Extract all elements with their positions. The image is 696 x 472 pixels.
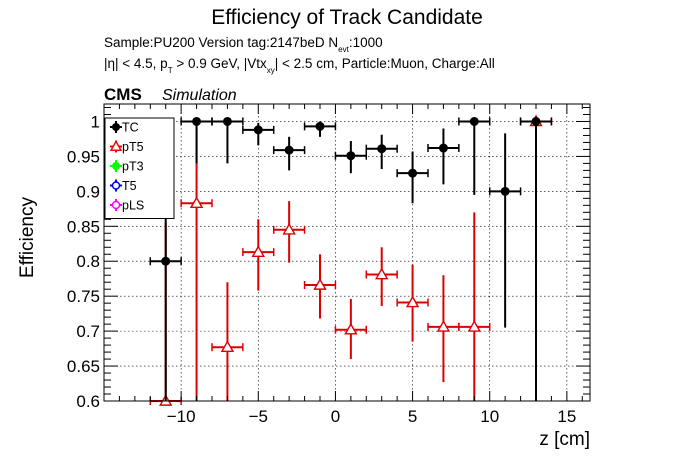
plot-frame xyxy=(103,103,591,402)
x-tick-label: 5 xyxy=(408,407,417,426)
legend-t5-label: T5 xyxy=(122,179,137,193)
tc-marker xyxy=(222,116,232,126)
tc-marker xyxy=(192,116,202,126)
pt5-marker xyxy=(251,245,265,257)
x-axis-label: z [cm] xyxy=(539,429,590,450)
tc-marker xyxy=(284,145,294,155)
tc-data-point xyxy=(365,134,398,169)
tc-data-point xyxy=(211,116,244,164)
tc-marker xyxy=(469,116,479,126)
pt5-marker xyxy=(313,278,327,290)
x-tick-label: 10 xyxy=(480,407,499,426)
pt5-marker xyxy=(375,267,389,280)
tc-data-point xyxy=(303,121,337,137)
pt5-data-point xyxy=(242,219,275,291)
y-tick-label: 0.65 xyxy=(67,357,100,376)
legend: TC pT5 pT3 T5 pLS xyxy=(104,117,175,219)
pt5-marker xyxy=(220,340,235,353)
tc-data-point xyxy=(427,128,460,185)
tc-marker xyxy=(377,144,387,154)
tc-data-point xyxy=(519,116,553,401)
y-tick-label: 0.95 xyxy=(67,147,100,166)
tc-data-point xyxy=(458,116,491,195)
legend-pls-label: pLS xyxy=(122,199,144,213)
legend-t5-marker xyxy=(111,181,121,190)
tc-marker xyxy=(253,125,263,135)
cuts-part-3: | < 2.5 cm, Particle:Muon, Charge:All xyxy=(275,56,495,71)
legend-tc-label: TC xyxy=(122,121,139,135)
y-tick-label: 1 xyxy=(91,112,100,131)
tc-marker xyxy=(438,143,448,153)
pt5-marker xyxy=(467,320,481,332)
info-line-sample-text: Sample:PU200 Version tag:2147beD N xyxy=(104,35,338,50)
tc-marker xyxy=(408,168,418,178)
info-line-sample: Sample:PU200 Version tag:2147beD Nevt:10… xyxy=(104,35,383,54)
tc-marker xyxy=(161,256,171,266)
info-line-sample-tail: :1000 xyxy=(349,35,383,50)
y-tick-label: 0.6 xyxy=(76,392,100,411)
pt5-data-point xyxy=(334,298,368,360)
pt5-data-point xyxy=(427,275,460,383)
info-line-cuts: |η| < 4.5, pT > 0.9 GeV, |Vtxxy| < 2.5 c… xyxy=(104,56,495,75)
tc-data-point xyxy=(334,141,368,174)
y-tick-label: 0.8 xyxy=(76,252,100,271)
x-tick-label: 15 xyxy=(557,407,576,426)
axis-ticks xyxy=(104,104,590,402)
tc-marker xyxy=(531,116,541,126)
legend-tc-marker xyxy=(112,123,120,131)
pt5-marker xyxy=(436,320,451,332)
tc-marker xyxy=(315,121,325,131)
pt5-data-point xyxy=(211,282,244,401)
x-tick-label: −5 xyxy=(249,407,268,426)
y-tick-label: 0.85 xyxy=(67,217,100,236)
pt5-data-point xyxy=(272,201,306,263)
legend-pt5-marker xyxy=(109,140,123,151)
pt5-data-point xyxy=(396,264,429,342)
chart-title: Efficiency of Track Candidate xyxy=(211,6,483,29)
tc-data-point xyxy=(242,122,275,146)
pt5-marker xyxy=(189,196,204,209)
y-tick-label: 0.75 xyxy=(67,287,100,306)
pt5-data-point xyxy=(180,128,213,401)
pt5-data-point xyxy=(458,212,491,401)
cms-label: CMS xyxy=(104,85,142,104)
cuts-subscript-2: xy xyxy=(267,66,275,75)
cuts-part-1: |η| < 4.5, p xyxy=(104,56,168,71)
pt5-marker xyxy=(344,322,358,335)
tc-data-point xyxy=(396,151,429,204)
legend-pls-marker xyxy=(111,200,121,210)
tc-data-point xyxy=(488,133,522,328)
y-tick-label: 0.7 xyxy=(76,322,100,341)
pt5-marker xyxy=(282,222,296,235)
x-tick-label: −10 xyxy=(167,407,196,426)
legend-pt3-marker xyxy=(112,162,120,170)
y-axis-label: Efficiency xyxy=(17,197,38,278)
cuts-subscript-1: T xyxy=(168,66,173,75)
pt5-data-point xyxy=(365,247,398,306)
tc-marker xyxy=(500,186,510,196)
info-line-sample-subscript: evt xyxy=(338,45,349,54)
tc-marker xyxy=(346,151,356,161)
tick-labels: −10 −5 0 5 10 15 0.6 0.65 0.7 0.75 0.8 0.85 0.9 0.95 1 xyxy=(67,112,576,426)
legend-pt5-label: pT5 xyxy=(122,140,144,154)
y-tick-label: 0.9 xyxy=(76,182,100,201)
x-tick-label: 0 xyxy=(331,407,340,426)
legend-pt3-label: pT3 xyxy=(122,160,144,174)
pt5-marker xyxy=(405,295,420,308)
cuts-part-2: > 0.9 GeV, |Vtx xyxy=(173,56,267,71)
pt5-data-point xyxy=(303,254,337,319)
simulation-label: Simulation xyxy=(162,87,237,104)
tc-data-point xyxy=(272,136,306,171)
